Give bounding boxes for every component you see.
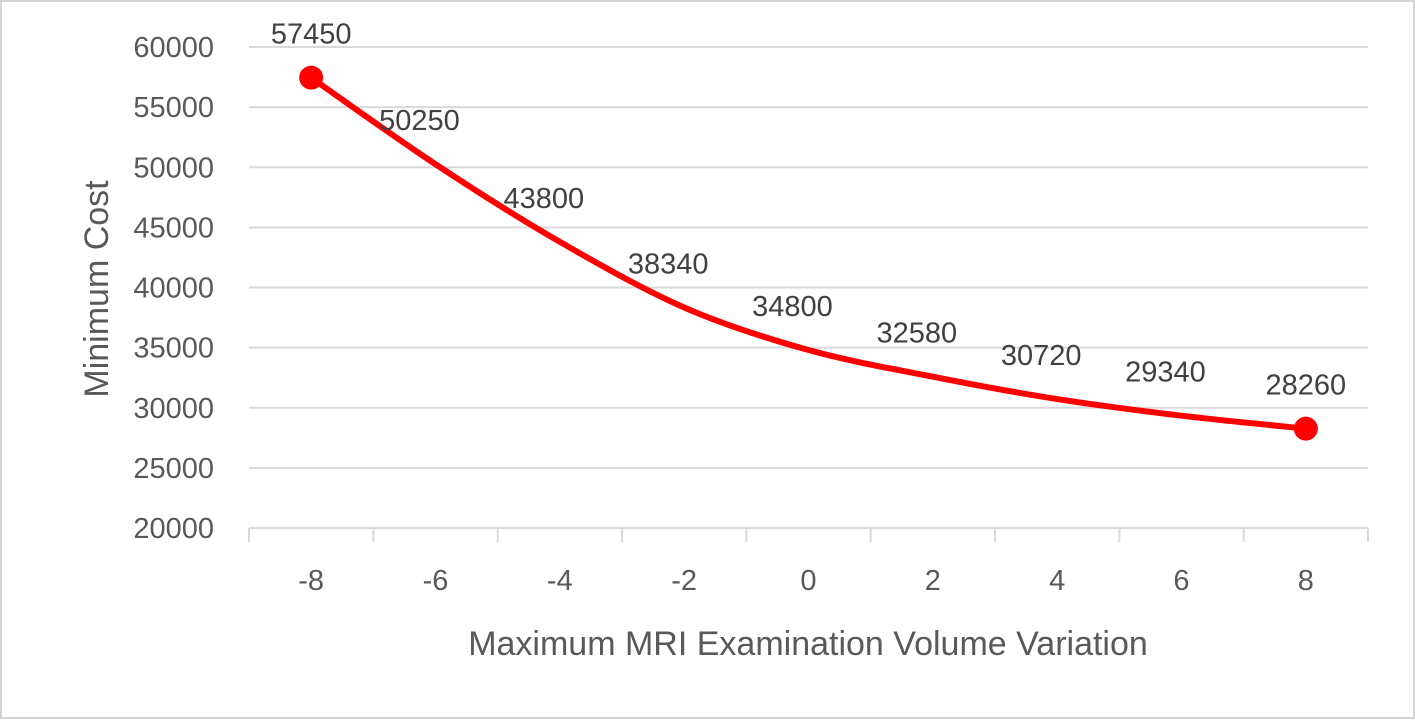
x-tick-label: -4	[547, 565, 573, 597]
data-label: 38340	[628, 248, 709, 280]
x-axis-title: Maximum MRI Examination Volume Variation	[468, 625, 1148, 663]
data-label: 28260	[1266, 370, 1347, 402]
y-tick-label: 60000	[133, 32, 214, 64]
data-label: 34800	[752, 291, 833, 323]
series-red	[299, 65, 1318, 441]
y-tick-label: 30000	[133, 393, 214, 425]
x-tick-label: 2	[925, 565, 941, 597]
y-tick-label: 25000	[133, 453, 214, 485]
data-label: 29340	[1125, 357, 1206, 389]
data-label: 43800	[504, 183, 585, 215]
x-tick-label: 6	[1173, 565, 1189, 597]
data-point-marker	[1293, 416, 1318, 441]
y-axis-tick-labels: 20000 25000 30000 35000 40000 45000 50000 55000…	[133, 32, 214, 545]
y-tick-label: 35000	[133, 333, 214, 365]
y-tick-label: 40000	[133, 273, 214, 305]
x-tick-label: 8	[1298, 565, 1314, 597]
x-axis	[248, 527, 1369, 542]
data-point-marker	[299, 65, 324, 90]
y-tick-label: 50000	[133, 152, 214, 184]
x-axis-tick-labels: -8 -6 -4 -2 0 2 4 6 8	[298, 565, 1314, 597]
y-tick-label: 55000	[133, 92, 214, 124]
x-tick-label: -2	[671, 565, 697, 597]
data-label: 57450	[271, 19, 352, 51]
x-tick-label: -6	[423, 565, 449, 597]
y-axis-title: Minimum Cost	[78, 180, 116, 398]
y-tick-label: 20000	[133, 513, 214, 545]
x-tick-label: 4	[1049, 565, 1065, 597]
data-label: 30720	[1001, 340, 1082, 372]
y-tick-label: 45000	[133, 212, 214, 244]
x-tick-label: -8	[298, 565, 324, 597]
x-tick-label: 0	[800, 565, 816, 597]
data-labels: 57450 50250 43800 38340 34800 32580 30720 29340…	[271, 19, 1346, 402]
data-label: 32580	[877, 318, 958, 350]
data-label: 50250	[379, 105, 460, 137]
series-line	[308, 74, 1309, 432]
